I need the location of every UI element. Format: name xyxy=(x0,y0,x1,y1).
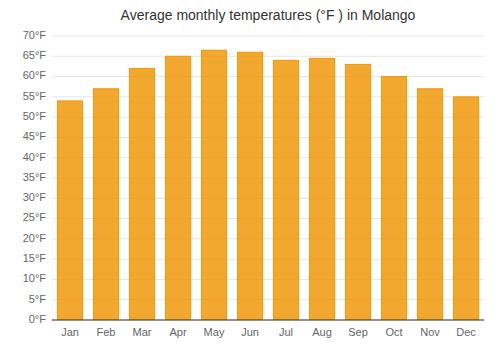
bar xyxy=(309,58,334,320)
bar xyxy=(417,89,442,320)
y-tick-label: 50°F xyxy=(23,110,47,122)
grid xyxy=(52,36,484,320)
x-tick-label: Sep xyxy=(348,326,368,338)
bar xyxy=(381,77,406,320)
x-tick-label: Nov xyxy=(420,326,440,338)
bars xyxy=(57,50,478,320)
title: Average monthly temperatures (°F ) in Mo… xyxy=(121,7,416,23)
grid-line xyxy=(52,76,484,77)
y-tick-label: 65°F xyxy=(23,49,47,61)
grid-line xyxy=(52,320,484,321)
x-tick-label: Mar xyxy=(133,326,152,338)
grid-line xyxy=(52,36,484,37)
y-tick-label: 45°F xyxy=(23,130,47,142)
bar xyxy=(453,97,478,320)
bar xyxy=(273,60,298,320)
x-tick-label: Feb xyxy=(97,326,116,338)
x-tick-label: Jan xyxy=(61,326,79,338)
x-tick-label: Aug xyxy=(312,326,332,338)
y-tick-label: 40°F xyxy=(23,151,47,163)
grid-line xyxy=(52,56,484,57)
bar xyxy=(165,56,190,320)
y-tick-label: 60°F xyxy=(23,69,47,81)
x-tick-label: May xyxy=(204,326,225,338)
x-axis-line xyxy=(52,320,484,321)
y-axis: 0°F 5°F 10°F 15°F 20°F 25°F 30°F 35°F 40°F 45°F 50… xyxy=(23,29,47,325)
bar xyxy=(237,52,262,320)
x-tick-label: Jul xyxy=(279,326,293,338)
chart-container: 0°F 5°F 10°F 15°F 20°F 25°F 30°F 35°F 40°F 45°F 50… xyxy=(0,0,500,350)
y-tick-label: 35°F xyxy=(23,171,47,183)
y-tick-label: 15°F xyxy=(23,252,47,264)
bar xyxy=(345,64,370,320)
y-tick-label: 0°F xyxy=(29,313,47,325)
y-tick-label: 10°F xyxy=(23,272,47,284)
y-tick-label: 70°F xyxy=(23,29,47,41)
bar xyxy=(201,50,226,320)
y-tick-label: 25°F xyxy=(23,211,47,223)
x-tick-label: Oct xyxy=(385,326,402,338)
y-tick-label: 55°F xyxy=(23,90,47,102)
bar xyxy=(93,89,118,320)
y-tick-label: 30°F xyxy=(23,191,47,203)
y-tick-label: 20°F xyxy=(23,232,47,244)
bar xyxy=(57,101,82,320)
x-tick-label: Jun xyxy=(241,326,259,338)
x-axis: Jan Feb Mar Apr May Jun Jul Aug Sep Oct Nov Dec xyxy=(52,320,484,338)
x-tick-label: Dec xyxy=(456,326,476,338)
bar xyxy=(129,68,154,320)
x-tick-label: Apr xyxy=(169,326,186,338)
chart: 0°F 5°F 10°F 15°F 20°F 25°F 30°F 35°F 40°F 45°F 50… xyxy=(0,0,500,350)
y-tick-label: 5°F xyxy=(29,293,47,305)
